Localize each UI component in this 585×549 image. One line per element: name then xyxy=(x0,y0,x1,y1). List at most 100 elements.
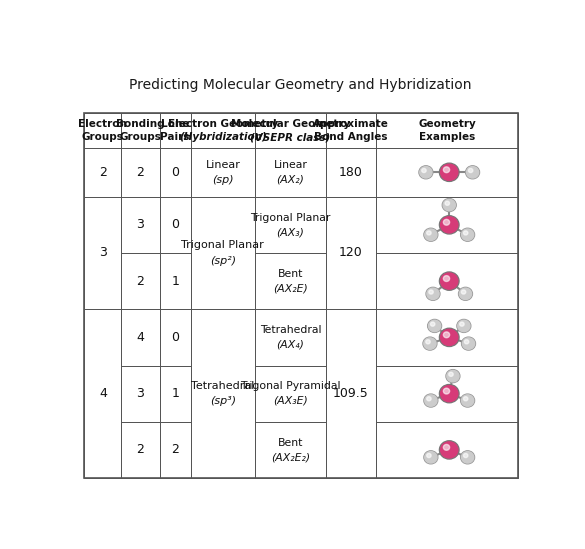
Circle shape xyxy=(441,442,458,458)
Bar xyxy=(376,197,518,253)
Bar xyxy=(191,309,255,478)
Circle shape xyxy=(425,452,437,463)
Text: (sp): (sp) xyxy=(212,175,233,185)
Text: 2: 2 xyxy=(136,274,144,288)
Text: 0: 0 xyxy=(171,166,179,179)
Circle shape xyxy=(439,328,459,346)
Text: Lone: Lone xyxy=(161,119,190,129)
Text: Predicting Molecular Geometry and Hybridization: Predicting Molecular Geometry and Hybrid… xyxy=(129,78,471,92)
Bar xyxy=(121,309,160,366)
Circle shape xyxy=(439,272,459,290)
Text: Bond Angles: Bond Angles xyxy=(314,132,387,142)
Text: (AX₂E₂): (AX₂E₂) xyxy=(271,452,310,462)
Circle shape xyxy=(443,167,450,173)
Circle shape xyxy=(462,338,474,349)
Circle shape xyxy=(443,445,450,450)
Circle shape xyxy=(426,231,431,235)
Bar xyxy=(160,113,191,148)
Text: (Hybridization): (Hybridization) xyxy=(179,132,267,142)
Text: Electron: Electron xyxy=(78,119,128,129)
Circle shape xyxy=(460,322,464,326)
Text: Trigonal Planar: Trigonal Planar xyxy=(250,212,331,223)
Text: Linear: Linear xyxy=(205,160,240,170)
Text: Approximate: Approximate xyxy=(313,119,388,129)
Circle shape xyxy=(445,201,449,205)
Bar xyxy=(121,148,160,197)
Circle shape xyxy=(439,163,459,181)
Bar xyxy=(326,148,376,197)
Text: (sp³): (sp³) xyxy=(210,396,236,406)
Bar xyxy=(84,309,121,478)
Circle shape xyxy=(460,228,474,241)
Bar xyxy=(376,366,518,422)
Text: Geometry: Geometry xyxy=(418,119,476,129)
Bar xyxy=(326,309,376,478)
Circle shape xyxy=(439,441,459,459)
Bar xyxy=(255,253,326,309)
Text: 2: 2 xyxy=(136,166,144,179)
Text: 3: 3 xyxy=(136,387,144,400)
Bar xyxy=(255,422,326,478)
Bar xyxy=(160,197,191,253)
Bar xyxy=(191,148,255,197)
Text: Trigonal Pyramidal: Trigonal Pyramidal xyxy=(240,382,340,391)
Text: 120: 120 xyxy=(339,247,363,260)
Bar xyxy=(160,148,191,197)
Circle shape xyxy=(426,340,430,344)
Bar xyxy=(255,309,326,366)
Text: 3: 3 xyxy=(136,219,144,231)
Circle shape xyxy=(424,338,436,349)
Bar xyxy=(84,197,121,309)
Circle shape xyxy=(442,199,456,211)
Circle shape xyxy=(441,164,458,180)
Text: Bent: Bent xyxy=(278,269,303,279)
Bar xyxy=(160,253,191,309)
Bar xyxy=(160,366,191,422)
Bar xyxy=(84,113,121,148)
Bar xyxy=(255,148,326,197)
Circle shape xyxy=(424,394,438,407)
Circle shape xyxy=(469,169,473,172)
Circle shape xyxy=(466,166,479,178)
Circle shape xyxy=(443,220,450,225)
Bar xyxy=(84,113,518,478)
Text: 3: 3 xyxy=(99,247,107,260)
Text: 2: 2 xyxy=(136,444,144,456)
Bar xyxy=(121,113,160,148)
Circle shape xyxy=(443,276,450,282)
Text: (VSEPR class): (VSEPR class) xyxy=(250,132,331,142)
Bar xyxy=(160,309,191,366)
Text: 4: 4 xyxy=(99,387,107,400)
Circle shape xyxy=(420,166,432,178)
Circle shape xyxy=(462,395,474,406)
Circle shape xyxy=(462,337,476,350)
Circle shape xyxy=(422,169,426,172)
Bar xyxy=(376,422,518,478)
Text: 2: 2 xyxy=(171,444,179,456)
Text: Bonding: Bonding xyxy=(116,119,165,129)
Circle shape xyxy=(439,216,459,234)
Bar xyxy=(376,148,518,197)
Circle shape xyxy=(429,290,433,294)
Text: (AX₂): (AX₂) xyxy=(276,175,304,184)
Circle shape xyxy=(443,332,450,338)
Circle shape xyxy=(428,320,442,332)
Text: 2: 2 xyxy=(99,166,107,179)
Text: Molecular Geometry: Molecular Geometry xyxy=(230,119,350,129)
Circle shape xyxy=(423,337,437,350)
Circle shape xyxy=(457,320,471,332)
Bar xyxy=(121,366,160,422)
Text: Tetrahedral: Tetrahedral xyxy=(191,381,254,391)
Text: (sp²): (sp²) xyxy=(210,256,236,266)
Circle shape xyxy=(462,229,474,240)
Text: 1: 1 xyxy=(171,387,179,400)
Circle shape xyxy=(443,388,450,394)
Circle shape xyxy=(460,451,474,464)
Circle shape xyxy=(424,228,438,241)
Circle shape xyxy=(441,385,458,402)
Circle shape xyxy=(463,397,468,401)
Text: (AX₂E): (AX₂E) xyxy=(273,283,308,293)
Text: Examples: Examples xyxy=(419,132,475,142)
Bar xyxy=(255,113,326,148)
Text: 4: 4 xyxy=(136,331,144,344)
